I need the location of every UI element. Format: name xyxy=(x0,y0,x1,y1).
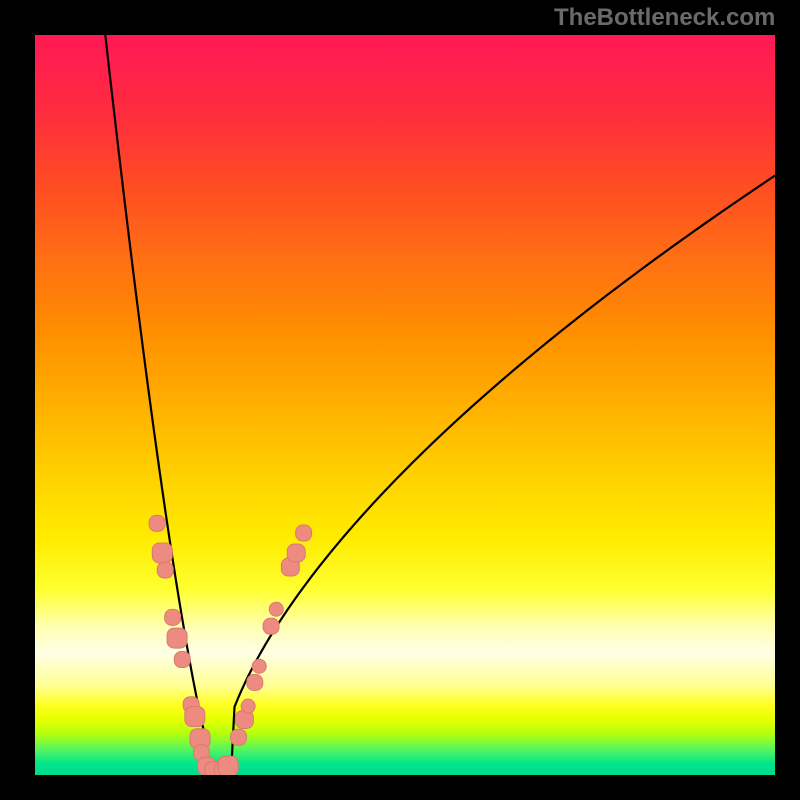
chart-canvas: TheBottleneck.com xyxy=(0,0,800,800)
watermark-text: TheBottleneck.com xyxy=(554,4,775,32)
data-marker xyxy=(263,618,279,634)
data-marker xyxy=(167,628,187,648)
data-marker xyxy=(165,609,181,625)
data-marker xyxy=(185,707,205,727)
data-marker xyxy=(152,543,172,563)
data-marker xyxy=(296,525,312,541)
data-marker xyxy=(157,562,173,578)
data-marker xyxy=(174,652,190,668)
data-marker xyxy=(149,515,165,531)
plot-area xyxy=(35,35,775,775)
gradient-background xyxy=(35,35,775,775)
data-marker xyxy=(269,602,283,616)
data-marker xyxy=(218,756,238,775)
data-marker xyxy=(247,675,263,691)
plot-svg xyxy=(35,35,775,775)
data-marker xyxy=(252,659,266,673)
data-marker xyxy=(241,699,255,713)
data-marker xyxy=(231,729,247,745)
data-marker xyxy=(287,544,305,562)
